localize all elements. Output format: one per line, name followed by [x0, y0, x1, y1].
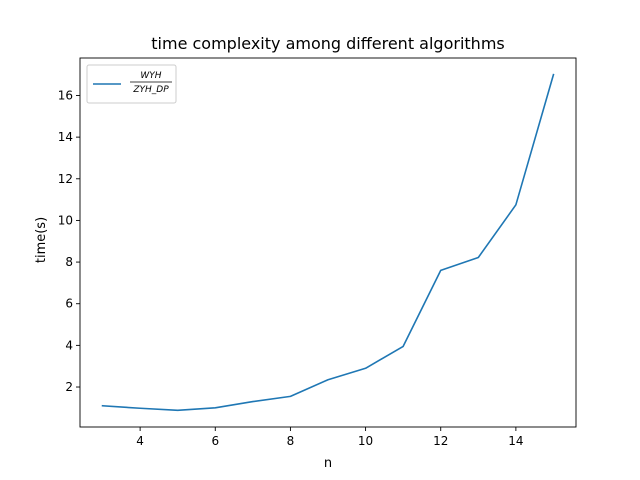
x-tick-label: 8: [287, 434, 295, 448]
y-axis-label: time(s): [34, 217, 49, 263]
y-tick-label: 10: [58, 213, 73, 227]
y-tick-label: 6: [65, 297, 73, 311]
y-tick-label: 4: [65, 338, 73, 352]
x-tick-label: 4: [136, 434, 144, 448]
axes: 4 6 8 10 12 14 2 4 6 8 10 12 14 16: [58, 57, 577, 448]
y-tick-label: 2: [65, 380, 73, 394]
x-tick-label: 12: [433, 434, 448, 448]
legend-box: [86, 64, 177, 104]
x-tick-label: 14: [508, 434, 523, 448]
legend-label-numerator: WYH: [140, 71, 161, 81]
x-tick-label: 10: [358, 434, 373, 448]
y-tick-label: 14: [58, 130, 73, 144]
axes-frame: [79, 57, 577, 428]
y-tick-label: 16: [58, 88, 73, 102]
chart-title: time complexity among different algorith…: [151, 34, 504, 53]
series-line-0: [101, 73, 555, 412]
y-tick-label: 12: [58, 172, 73, 186]
legend-label-denominator: ZYH_DP: [132, 85, 169, 95]
x-axis-label: n: [324, 456, 332, 471]
plot-area: [101, 73, 555, 412]
y-tick-label: 8: [65, 255, 73, 269]
x-tick-label: 6: [211, 434, 219, 448]
legend: WYH ZYH_DP: [86, 64, 177, 104]
